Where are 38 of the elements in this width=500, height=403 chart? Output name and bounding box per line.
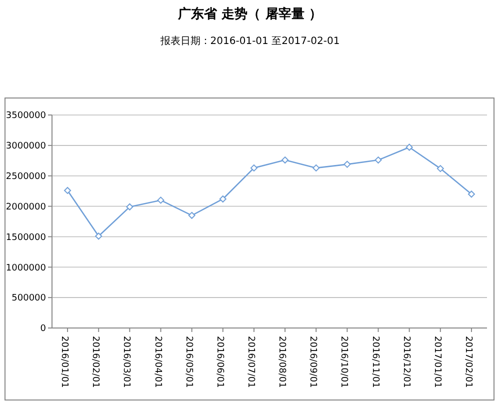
x-tick-label: 2016/01/01: [59, 336, 70, 388]
point: [95, 232, 102, 240]
y-tick-label: 2500000: [6, 172, 46, 182]
point: [64, 186, 72, 194]
x-tick-label: 2016/12/01: [400, 336, 411, 388]
x-tick-label: 2016/03/01: [121, 336, 132, 388]
point: [406, 144, 413, 151]
point: [282, 156, 289, 164]
y-tick-label: 500000: [12, 294, 46, 304]
y-tick-label: 1000000: [6, 263, 46, 274]
x-tick-label: 2016/05/01: [183, 336, 194, 388]
x-tick-label: 2016/07/01: [245, 336, 256, 388]
x-tick-label: 2017/01/01: [432, 336, 442, 388]
point: [188, 212, 196, 219]
point: [219, 195, 226, 202]
point: [468, 190, 475, 198]
y-tick-label: 1500000: [6, 232, 46, 243]
point: [157, 196, 164, 204]
y-tick-label: 3000000: [6, 142, 46, 152]
x-tick-label: 2016/08/01: [276, 336, 287, 388]
y-tick-label: 3500000: [6, 111, 46, 122]
x-tick-label: 2016/11/01: [370, 336, 380, 388]
chart-subtitle: 报表日期：2016-01-01 至2017-02-01: [159, 35, 340, 47]
point: [126, 203, 134, 210]
x-tick-label: 2016/09/01: [308, 336, 318, 388]
point: [436, 165, 444, 172]
x-tick-label: 2017/02/01: [462, 336, 474, 388]
point: [344, 160, 351, 168]
x-tick-label: 2016/06/01: [214, 336, 224, 388]
y-tick-label: 0: [40, 324, 46, 334]
point: [374, 156, 382, 164]
x-tick-label: 2016/04/01: [152, 336, 162, 388]
point: [250, 164, 258, 172]
x-tick-label: 2016/10/01: [338, 336, 349, 388]
y-tick-label: 2000000: [6, 202, 46, 212]
point: [312, 164, 320, 172]
x-tick-label: 2016/02/01: [90, 336, 100, 388]
chart-title: 广东省 走势（ 屠宰量 ）: [177, 6, 322, 22]
